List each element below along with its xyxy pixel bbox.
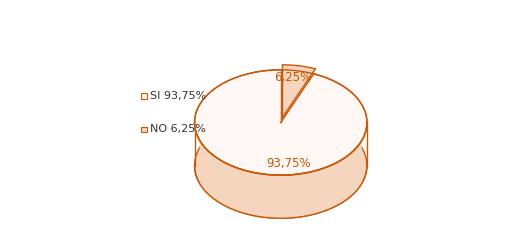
Text: SI 93,75%: SI 93,75%	[150, 91, 206, 101]
Text: 6,25%: 6,25%	[274, 71, 312, 84]
Text: NO 6,25%: NO 6,25%	[150, 124, 206, 135]
Polygon shape	[282, 65, 315, 117]
Polygon shape	[200, 141, 362, 218]
Ellipse shape	[195, 113, 367, 218]
Polygon shape	[195, 70, 367, 175]
Bar	[141, 93, 148, 98]
Bar	[141, 127, 148, 132]
Text: 93,75%: 93,75%	[267, 158, 311, 171]
